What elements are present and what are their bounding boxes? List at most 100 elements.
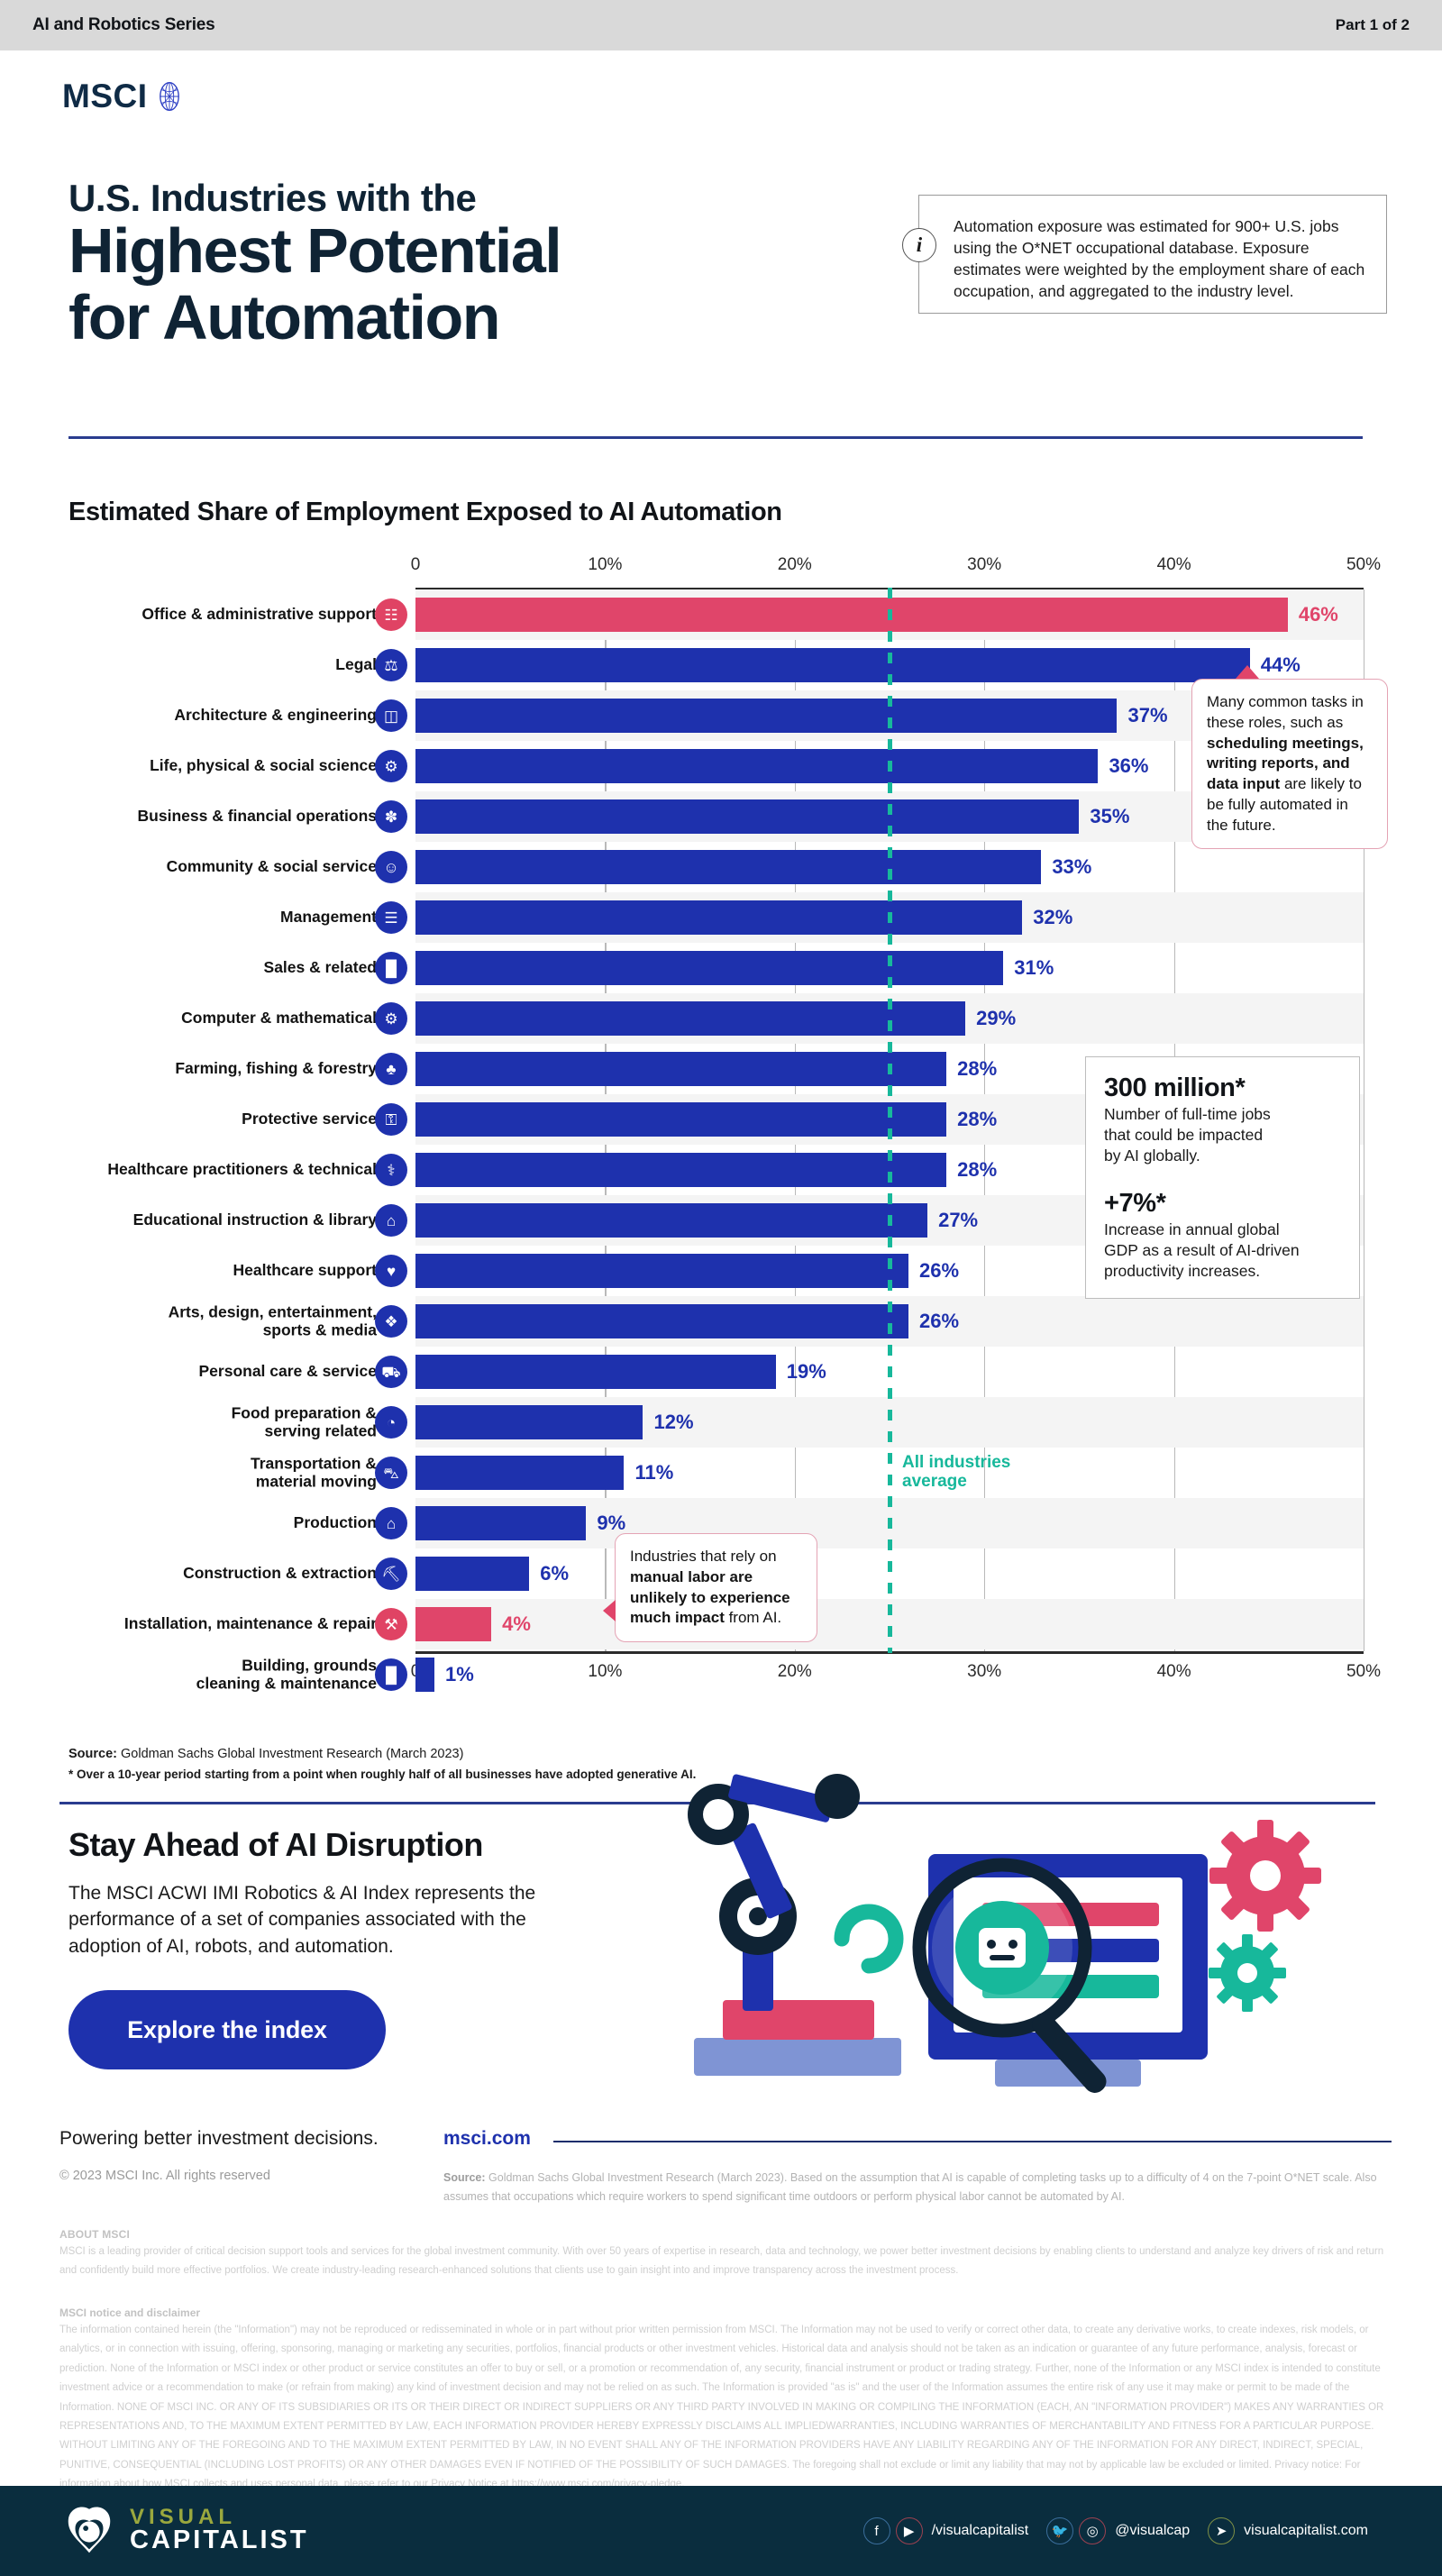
robot-illustration: [571, 1768, 1364, 2124]
bar-value-label: 12%: [653, 1411, 694, 1433]
msci-wordmark: MSCI: [62, 78, 148, 114]
callout-text: from AI.: [724, 1609, 782, 1627]
methodology-text: Automation exposure was estimated for 90…: [954, 217, 1365, 301]
chart-row: Architecture & engineering ◫ 37%: [68, 690, 1364, 741]
category-label: Food preparation & serving related: [231, 1403, 377, 1439]
bar: [415, 648, 1250, 682]
callout-text: Many common tasks in these roles, such a…: [1207, 693, 1364, 731]
bar-value-label: 46%: [1298, 603, 1338, 626]
bar-chart-icon: █: [375, 952, 407, 984]
bar-value-label: 26%: [919, 1310, 960, 1332]
bar: [415, 1658, 435, 1692]
website-cursor-icon[interactable]: ➤: [1208, 2517, 1236, 2544]
bar: [415, 900, 1023, 935]
stat-1-text: Number of full-time jobs that could be i…: [1104, 1105, 1271, 1165]
visual-capitalist-logo[interactable]: VISUAL CAPITALIST: [61, 2502, 309, 2558]
x-tick-label: 30%: [967, 1662, 1002, 1681]
bar-value-label: 28%: [957, 1158, 998, 1181]
bar: [415, 1506, 587, 1540]
twitter-icon[interactable]: 🐦: [1046, 2517, 1074, 2544]
series-title: AI and Robotics Series: [32, 15, 215, 34]
shopping-cart-icon: ⛟: [375, 1356, 407, 1388]
x-tick-label: 50%: [1346, 1662, 1382, 1681]
bar-chart: 0 10% 20% 30% 40% 50% Office & administrative…: [68, 544, 1381, 1716]
chart-row: Building, grounds cleaning & maintenance…: [68, 1649, 1363, 1700]
vc-capitalist-text: CAPITALIST: [130, 2525, 309, 2554]
row-band: [415, 1649, 1364, 1700]
chart-row: Computer & mathematical ⚙ 29%: [68, 993, 1364, 1044]
bar-value-label: 27%: [938, 1209, 979, 1231]
bar-value-label: 32%: [1033, 906, 1073, 928]
bar: [415, 1254, 909, 1288]
bar-value-label: 9%: [597, 1512, 626, 1534]
info-icon: i: [902, 228, 936, 262]
vc-visual-text: VISUAL: [130, 2505, 237, 2530]
x-tick-label: 10%: [588, 1662, 623, 1681]
vc-wordmark: VISUAL CAPITALIST: [130, 2507, 309, 2553]
category-label: Personal care & service: [198, 1362, 378, 1381]
social-group-3[interactable]: ➤ visualcapitalist.com: [1208, 2517, 1368, 2544]
social-group-2[interactable]: 🐦 ◎ @visualcap: [1046, 2517, 1190, 2544]
oil-rig-icon: ⛏: [375, 1557, 407, 1590]
robot-arm-wrench-icon: ⚒: [375, 1608, 407, 1640]
msci-source-text: Goldman Sachs Global Investment Research…: [443, 2171, 1377, 2203]
x-tick-label: 0: [410, 555, 421, 574]
category-label: Legal: [335, 655, 377, 674]
x-tick-label: 40%: [1156, 1662, 1191, 1681]
cta-body: The MSCI ACWI IMI Robotics & AI Index re…: [68, 1883, 536, 1957]
social-handle-2: @visualcap: [1115, 2523, 1191, 2538]
bar: [415, 799, 1080, 834]
bar: [415, 1557, 530, 1591]
chart-row: Construction & extraction ⛏ 6%: [68, 1548, 1363, 1599]
bar-value-label: 33%: [1052, 855, 1092, 878]
chart-row: Business & financial operations ✽ 35%: [68, 791, 1364, 842]
callout-text: are likely to be fully automated in the …: [1207, 775, 1362, 834]
stat-2-value: +7%*: [1104, 1189, 1166, 1219]
building-bars-icon: █: [375, 1658, 407, 1691]
callout-top: Many common tasks in these roles, such a…: [1191, 679, 1388, 850]
chart-row: Sales & related █ 31%: [68, 943, 1363, 993]
bar: [415, 850, 1042, 884]
stat-spacer: [1104, 1165, 1341, 1189]
globe-icon: [159, 82, 179, 111]
bar: [415, 951, 1004, 985]
msci-source-note: Source: Goldman Sachs Global Investment …: [443, 2169, 1394, 2206]
category-label: Arts, design, entertainment, sports & me…: [168, 1302, 377, 1338]
blueprint-icon: ◫: [375, 699, 407, 732]
bar-value-label: 31%: [1014, 956, 1054, 979]
bar-value-label: 4%: [502, 1612, 531, 1635]
bar-value-label: 26%: [919, 1259, 960, 1282]
content-card: MSCI U.S. Industries with the Highest Po…: [13, 50, 1429, 2489]
instagram-icon[interactable]: ◎: [1079, 2517, 1107, 2544]
series-part-indicator: Part 1 of 2: [1335, 16, 1410, 33]
chart-row: Personal care & service ⛟ 19%: [68, 1347, 1363, 1397]
bar: [415, 598, 1288, 632]
bar: [415, 1607, 492, 1641]
chart-row: Healthcare support ♥ 26%: [68, 1246, 1363, 1296]
stat-1-value: 300 million*: [1104, 1073, 1246, 1102]
category-label: Office & administrative support: [141, 605, 377, 624]
category-label: Construction & extraction: [183, 1564, 377, 1583]
social-handle-1: /visualcapitalist: [931, 2523, 1029, 2538]
explore-index-button[interactable]: Explore the index: [68, 1990, 386, 2069]
heart-pulse-icon: ♥: [375, 1255, 407, 1287]
stethoscope-icon: ⚕: [375, 1154, 407, 1186]
community-person-icon: ☺: [375, 851, 407, 883]
gavel-icon: ⚖: [375, 649, 407, 681]
bar: [415, 1153, 947, 1187]
game-controller-icon: ❖: [375, 1305, 407, 1338]
gear-computer-icon: ⚙: [375, 1002, 407, 1035]
tree-farm-icon: ♣: [375, 1053, 407, 1085]
chart-footnote: * Over a 10-year period starting from a …: [68, 1768, 697, 1781]
social-group-1[interactable]: f ▶ /visualcapitalist: [862, 2517, 1029, 2544]
category-label: Farming, fishing & forestry: [175, 1059, 377, 1078]
youtube-icon[interactable]: ▶: [895, 2517, 923, 2544]
social-links: f ▶ /visualcapitalist 🐦 ◎ @visualcap ➤ v…: [845, 2486, 1368, 2576]
vc-butterfly-icon: [68, 2507, 111, 2553]
x-tick-label: 40%: [1156, 555, 1191, 574]
chart-row: Arts, design, entertainment, sports & me…: [68, 1296, 1364, 1347]
chart-row: Farming, fishing & forestry ♣ 28%: [68, 1044, 1363, 1094]
msci-website-link[interactable]: msci.com: [443, 2128, 531, 2149]
facebook-icon[interactable]: f: [862, 2517, 890, 2544]
